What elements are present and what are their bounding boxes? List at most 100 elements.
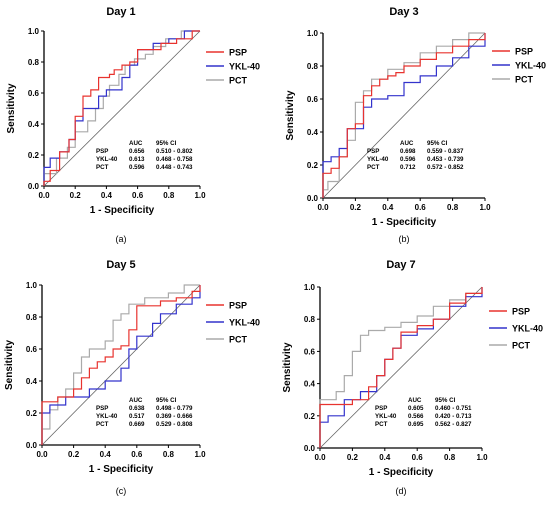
y-tick-label: 0.6: [304, 347, 316, 356]
legend-label: PCT: [515, 75, 534, 85]
legend-label: PSP: [229, 301, 247, 311]
reference-diagonal: [322, 32, 486, 199]
legend-label: PSP: [512, 307, 530, 317]
stats-auc: 0.596: [129, 164, 145, 171]
stats-header-ci: 95% CI: [435, 397, 456, 404]
y-tick-label: 0.0: [26, 441, 38, 450]
roc-curve-psp: [41, 285, 201, 445]
chart-title: Day 3: [389, 6, 418, 18]
stats-auc: 0.698: [400, 148, 416, 155]
stats-ci: 0.510 - 0.802: [156, 148, 193, 155]
roc-curve-ykl-40: [322, 33, 486, 198]
y-axis-label: Sensitivity: [282, 342, 293, 392]
y-tick-label: 0.2: [28, 151, 40, 160]
x-tick-label: 0.6: [415, 203, 427, 212]
legend-label: PCT: [512, 341, 531, 351]
y-tick-label: 0.2: [304, 412, 316, 421]
x-axis-label: 1 - Specificity: [369, 467, 434, 478]
x-tick-label: 1.0: [479, 203, 491, 212]
x-axis-label: 1 - Specificity: [372, 217, 437, 228]
x-tick-label: 0.8: [444, 453, 456, 462]
x-tick-label: 0.0: [317, 203, 329, 212]
y-tick-label: 1.0: [304, 283, 316, 292]
stats-ci: 0.448 - 0.743: [156, 164, 193, 171]
stats-header-auc: AUC: [400, 140, 414, 147]
y-tick-label: 0.8: [26, 313, 38, 322]
stats-name: YKL-40: [367, 156, 389, 163]
x-tick-label: 1.0: [476, 453, 488, 462]
y-axis-label: Sensitivity: [4, 340, 15, 390]
x-tick-label: 0.4: [100, 450, 112, 459]
stats-header-auc: AUC: [129, 397, 143, 404]
y-tick-label: 0.4: [28, 120, 40, 129]
y-tick-label: 0.6: [28, 89, 40, 98]
x-tick-label: 0.2: [350, 203, 362, 212]
stats-header-ci: 95% CI: [156, 140, 177, 147]
legend-label: YKL-40: [515, 61, 546, 71]
chart-title: Day 5: [106, 259, 135, 271]
x-tick-label: 0.6: [131, 450, 143, 459]
stats-name: PCT: [96, 421, 109, 428]
x-tick-label: 0.0: [38, 191, 50, 200]
stats-name: PCT: [367, 164, 380, 171]
roc-curve-ykl-40: [41, 285, 201, 445]
y-tick-label: 0.0: [307, 194, 319, 203]
roc-panel-2: Day 3 0.0 0.2 0.4 0.6 0.8 1.0 0.0 0.2 0.4 0.6 0.8 1.…: [285, 6, 546, 244]
legend-label: YKL-40: [512, 324, 543, 334]
roc-curve-psp: [319, 287, 483, 448]
stats-name: PSP: [367, 148, 379, 155]
legend-label: PSP: [229, 48, 247, 58]
roc-curve-pct: [322, 32, 485, 198]
stats-name: PCT: [96, 164, 109, 171]
stats-ci: 0.468 - 0.758: [156, 156, 193, 163]
stats-auc: 0.566: [408, 413, 424, 420]
x-axis-label: 1 - Specificity: [89, 464, 154, 475]
y-tick-label: 0.4: [307, 128, 319, 137]
stats-ci: 0.498 - 0.779: [156, 405, 193, 412]
x-tick-label: 0.8: [163, 450, 175, 459]
panel-caption: (b): [399, 234, 410, 244]
y-tick-label: 0.2: [307, 161, 319, 170]
x-tick-label: 0.2: [68, 450, 80, 459]
reference-diagonal: [41, 284, 201, 446]
panel-caption: (d): [396, 486, 407, 496]
y-tick-label: 1.0: [26, 281, 38, 290]
chart-title: Day 1: [106, 6, 135, 18]
panel-caption: (a): [116, 234, 127, 244]
roc-curve-psp: [322, 33, 486, 198]
stats-ci: 0.460 - 0.751: [435, 405, 472, 412]
stats-ci: 0.559 - 0.837: [427, 148, 464, 155]
stats-name: PCT: [375, 421, 388, 428]
x-tick-label: 0.2: [347, 453, 359, 462]
roc-panel-4: Day 7 0.0 0.2 0.4 0.6 0.8 1.0 0.0 0.2 0.4 0.6 0.8 1.…: [282, 259, 543, 496]
x-tick-label: 0.0: [314, 453, 326, 462]
stats-name: PSP: [96, 148, 108, 155]
x-tick-label: 0.4: [101, 191, 113, 200]
stats-name: PSP: [96, 405, 108, 412]
y-tick-label: 0.6: [307, 95, 319, 104]
stats-ci: 0.562 - 0.827: [435, 421, 472, 428]
x-tick-label: 0.4: [382, 203, 394, 212]
y-tick-label: 0.8: [28, 58, 40, 67]
reference-diagonal: [43, 30, 201, 187]
y-axis-label: Sensitivity: [285, 90, 296, 140]
stats-header-auc: AUC: [129, 140, 143, 147]
x-tick-label: 1.0: [194, 191, 206, 200]
y-tick-label: 0.4: [304, 380, 316, 389]
roc-panel-1: Day 1 0.0 0.2 0.4 0.6 0.8 1.0 0.0 0.2 0.4 0.6 0.8 1.…: [6, 6, 260, 244]
y-axis-label: Sensitivity: [6, 83, 17, 133]
legend-label: PCT: [229, 335, 248, 345]
y-tick-label: 0.8: [304, 315, 316, 324]
stats-auc: 0.596: [400, 156, 416, 163]
stats-auc: 0.638: [129, 405, 145, 412]
roc-curve-pct: [319, 287, 483, 448]
x-tick-label: 0.0: [36, 450, 48, 459]
legend-label: PCT: [229, 76, 248, 86]
legend-label: YKL-40: [229, 318, 260, 328]
stats-auc: 0.712: [400, 164, 416, 171]
y-tick-label: 1.0: [28, 27, 40, 36]
stats-ci: 0.572 - 0.852: [427, 164, 464, 171]
stats-ci: 0.420 - 0.713: [435, 413, 472, 420]
legend-label: PSP: [515, 47, 533, 57]
